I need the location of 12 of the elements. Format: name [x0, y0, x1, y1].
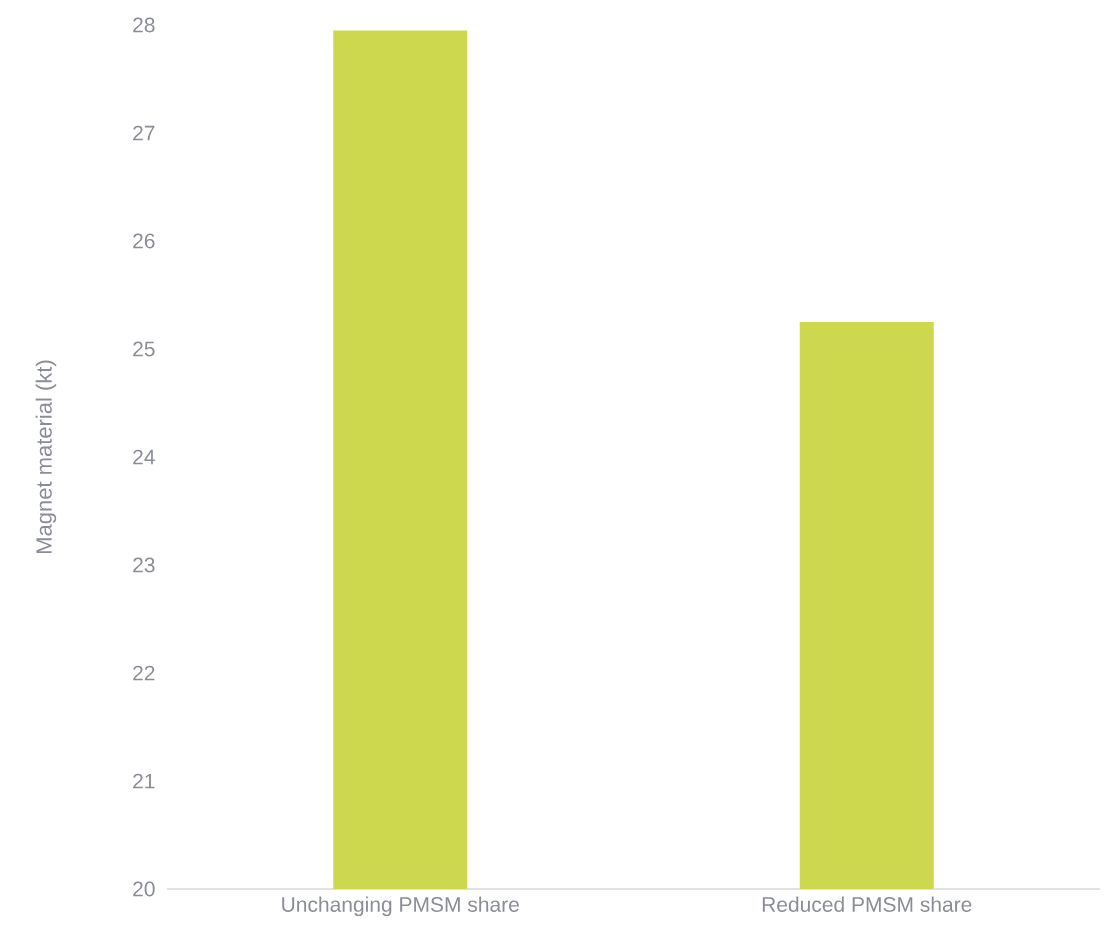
y-tick-label: 21 [133, 773, 155, 789]
y-tick-label: 20 [133, 881, 155, 897]
x-tick-label: Unchanging PMSM share [282, 896, 519, 917]
y-axis-title: Magnet material (kt) [35, 360, 57, 553]
y-tick-label: 23 [133, 557, 155, 573]
y-tick-label: 28 [133, 17, 155, 33]
y-tick-label: 24 [133, 449, 155, 465]
y-tick-label: 22 [133, 665, 155, 681]
y-tick-label: 27 [133, 125, 155, 141]
y-tick-label: 25 [133, 341, 155, 357]
x-tick-label: Reduced PMSM share [762, 896, 972, 912]
y-tick-label: 26 [133, 233, 155, 249]
